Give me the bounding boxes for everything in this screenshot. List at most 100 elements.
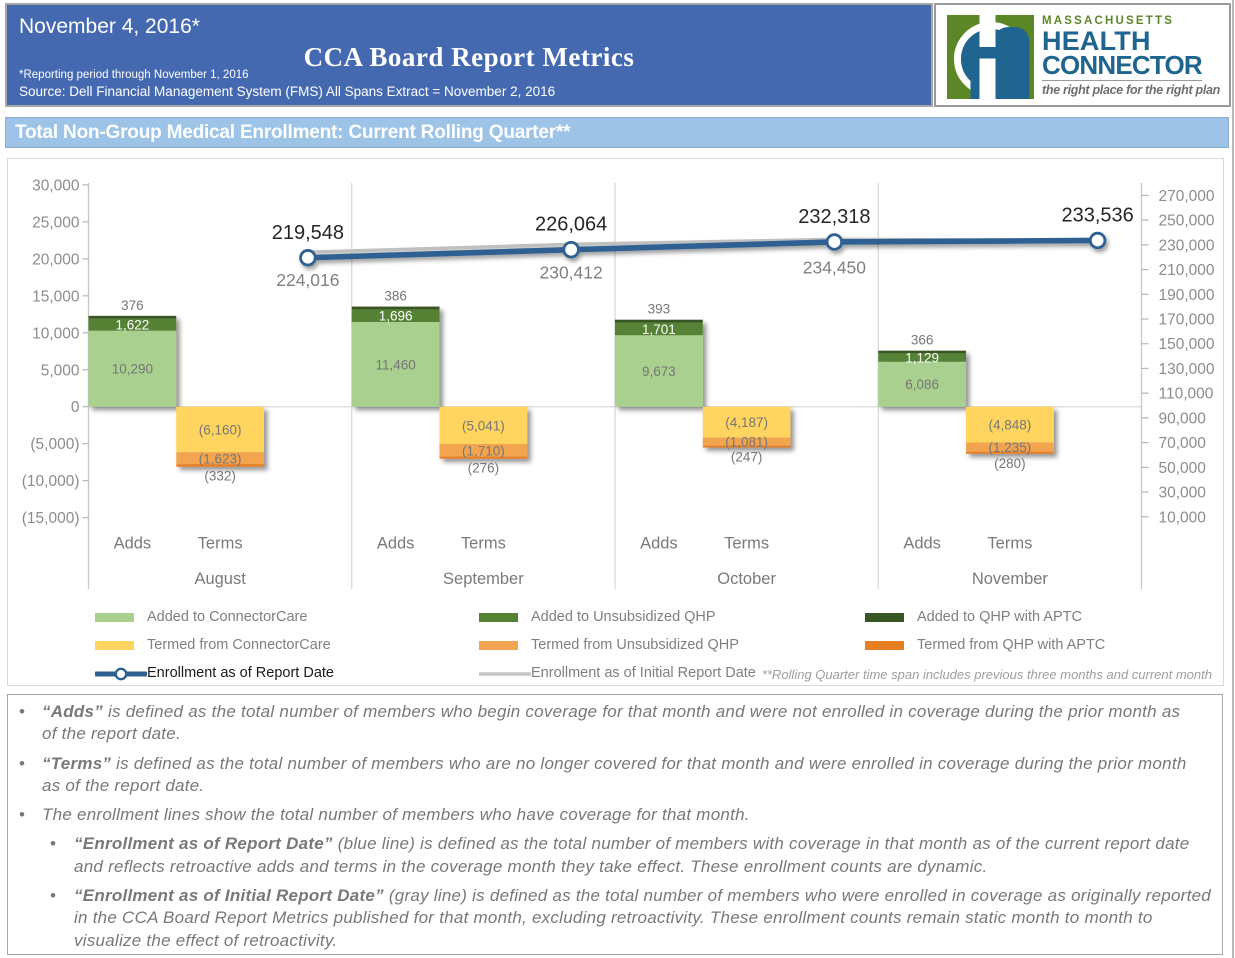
terms-bar-september [439,406,528,459]
bar-label: (280) [994,456,1026,471]
definition-bullet: • “Enrollment as of Report Date” (blue li… [8,833,1222,878]
terms-bar-august [176,406,264,467]
logo-tagline: the right place for the right plan [1042,83,1221,97]
bar-label: 393 [648,302,671,317]
bar-segment [439,443,528,457]
bar-label: 1,622 [115,318,149,333]
bar-label: (5,041) [462,418,505,433]
bar-label: (4,848) [988,418,1031,433]
right-axis-label: 210,000 [1159,262,1215,279]
bar-segment [878,353,966,362]
bar-segment [615,335,703,407]
bar-segment [966,406,1054,443]
report-line-label: 219,548 [272,222,344,244]
category-label-terms: Terms [987,535,1032,553]
left-axis-label: (10,000) [22,473,80,490]
definition-term: “Enrollment as of Initial Report Date” [74,886,384,906]
definition-text: “Enrollment as of Initial Report Date” (… [74,886,1211,950]
bar-label: 6,086 [905,377,939,392]
bar-segment [176,452,264,465]
bar-segment [439,456,528,459]
legend-label: Termed from ConnectorCare [147,637,331,653]
bullet-dot: • [19,702,26,721]
bar-label: (4,187) [725,415,768,430]
right-axis-label: 30,000 [1159,485,1207,502]
report-line-marker [299,249,317,267]
bar-label: (1,081) [725,435,768,450]
category-label-adds: Adds [640,535,678,553]
legend-label: Termed from Unsubsidized QHP [531,637,739,653]
legend-swatch [865,613,904,622]
category-label-terms: Terms [461,535,506,553]
month-label: September [443,570,524,588]
bar-segment [351,321,440,407]
bar-segment [351,309,440,322]
category-label-adds: Adds [903,535,941,553]
bar-label: (1,623) [199,451,242,466]
legend-label: Enrollment as of Initial Report Date [531,665,756,681]
legend-line-marker-swatch [95,667,147,681]
report-line-marker [1088,231,1107,250]
reporting-period-note: *Reporting period through November 1, 20… [19,69,249,81]
bar-label: (276) [468,461,500,476]
bullet-dot: • [50,886,57,906]
bullet-dot: • [19,805,26,825]
bar-label: 1,701 [642,322,676,337]
legend-swatch [479,641,518,650]
adds-bar-november [878,350,966,407]
section-title: Total Non-Group Medical Enrollment: Curr… [15,122,571,143]
bar-label: 1,129 [905,351,939,366]
definition-text: “Enrollment as of Report Date” (blue lin… [74,834,1190,876]
legend-label: Added to QHP with APTC [917,609,1082,625]
legend-line-swatch [479,672,531,676]
category-label-adds: Adds [114,535,152,553]
adds-bar-october [615,319,703,407]
bar-label: 11,460 [375,357,415,372]
logo-state-label: MASSACHUSETTS [1042,15,1175,27]
page-right-edge [1232,0,1234,958]
bar-segment [88,315,177,319]
right-axis-label: 150,000 [1159,336,1215,353]
legend-label: Termed from QHP with APTC [917,637,1106,653]
logo-connector-label: CONNECTOR [1042,50,1203,80]
right-axis-label: 190,000 [1159,287,1215,304]
bar-segment [615,319,703,323]
right-axis-label: 270,000 [1159,188,1215,205]
right-axis-label: 130,000 [1159,361,1215,378]
right-axis-label: 250,000 [1159,213,1215,230]
report-line-label: 233,536 [1061,204,1133,226]
bar-label: 386 [384,289,407,304]
logo-divider [1042,80,1202,81]
health-connector-logo: MASSACHUSETTS HEALTH CONNECTOR the right… [934,3,1231,107]
left-axis-label: 25,000 [32,214,80,231]
adds-bar-august [88,315,177,407]
left-axis-label: 20,000 [32,251,80,268]
right-axis-label: 90,000 [1159,410,1207,427]
bar-label: (247) [731,449,763,464]
left-axis-label: 10,000 [32,325,80,342]
bar-label: (1,710) [462,443,505,458]
page-title: CCA Board Report Metrics [303,42,635,72]
bar-segment [702,445,791,448]
bar-label: (332) [204,469,236,484]
bar-segment [966,451,1054,454]
initial-line-label: 230,412 [539,262,602,282]
enrollment-chart: 30,000 25,000 20,000 15,000 10,000 5,000 0 (5,0… [22,177,1215,589]
report-date: November 4, 2016* [19,15,200,38]
bar-segment [351,306,440,310]
bar-label: 9,673 [642,364,676,379]
report-enrollment-line [305,237,1101,261]
health-connector-h-icon [947,15,1034,100]
definition-text: “Terms” is defined as the total number o… [42,753,1187,795]
rolling-quarter-note: **Rolling Quarter time span includes pre… [761,667,1212,682]
month-label: October [717,570,776,588]
right-axis-label: 10,000 [1159,509,1207,526]
bar-segment [702,437,791,446]
initial-line-label: 224,016 [276,270,339,290]
legend-swatch [95,641,134,650]
definition-bullet: • “Adds” is defined as the total number o… [8,701,1222,746]
bar-segment [615,322,703,336]
bar-label: (1,235) [988,440,1031,455]
logo-health-label: HEALTH [1042,26,1151,56]
left-axis-label: 30,000 [32,177,80,194]
